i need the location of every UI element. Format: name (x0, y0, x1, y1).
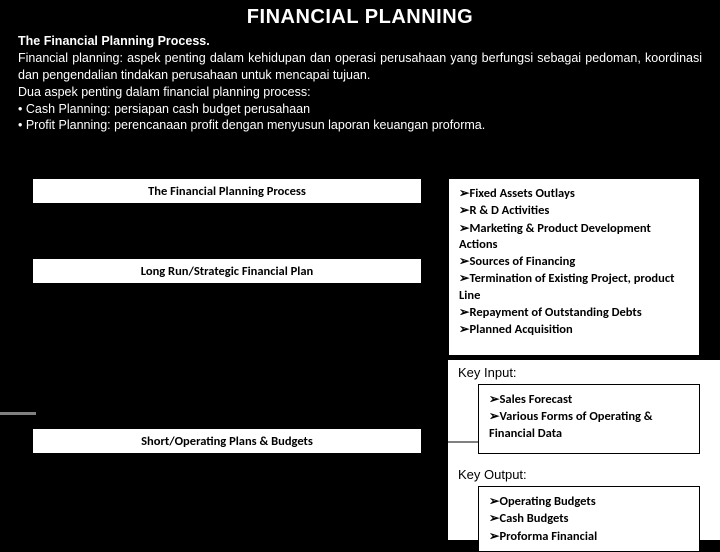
longrun-item-2: ➢Marketing & Product Development Actions (459, 220, 689, 254)
intro-heading: The Financial Planning Process. (18, 33, 702, 50)
arrow-longrun-to-panel (422, 260, 448, 280)
intro-p1: Financial planning: aspek penting dalam … (18, 50, 702, 84)
output-item-1: ➢Cash Budgets (489, 510, 689, 527)
box-short-label: Short/Operating Plans & Budgets (135, 431, 319, 452)
panel-key-input: ➢Sales Forecast ➢Various Forms of Operat… (478, 384, 700, 454)
longrun-item-4: ➢Termination of Existing Project, produc… (459, 270, 689, 304)
panel-key-output: ➢Operating Budgets ➢Cash Budgets ➢Profor… (478, 486, 700, 552)
panel-longrun-details: ➢Fixed Assets Outlays ➢R & D Activities … (448, 178, 700, 356)
longrun-item-5: ➢Repayment of Outstanding Debts (459, 304, 689, 321)
intro-block: The Financial Planning Process. Financia… (0, 33, 720, 134)
output-item-0: ➢Operating Budgets (489, 493, 689, 510)
longrun-item-6: ➢Planned Acquisition (459, 321, 689, 338)
intro-bullet-1: • Cash Planning: persiapan cash budget p… (18, 101, 702, 118)
box-short: Short/Operating Plans & Budgets (32, 428, 422, 454)
input-item-0: ➢Sales Forecast (489, 391, 689, 408)
arrow-longrun-to-short (210, 284, 230, 428)
box-process-label: The Financial Planning Process (142, 181, 312, 202)
key-output-label: Key Output: (452, 464, 533, 485)
intro-p2: Dua aspek penting dalam financial planni… (18, 84, 702, 101)
input-item-1: ➢Various Forms of Operating & Financial … (489, 408, 689, 442)
key-input-label: Key Input: (452, 362, 523, 383)
output-item-2: ➢Proforma Financial (489, 528, 689, 545)
box-longrun: Long Run/Strategic Financial Plan (32, 258, 422, 284)
intro-bullet-2: • Profit Planning: perencanaan profit de… (18, 117, 702, 134)
gray-divider (0, 412, 36, 415)
longrun-item-0: ➢Fixed Assets Outlays (459, 185, 689, 202)
longrun-item-3: ➢Sources of Financing (459, 253, 689, 270)
box-longrun-label: Long Run/Strategic Financial Plan (135, 261, 319, 282)
arrow-process-to-longrun (150, 204, 170, 258)
box-process: The Financial Planning Process (32, 178, 422, 204)
longrun-item-1: ➢R & D Activities (459, 202, 689, 219)
page-title: FINANCIAL PLANNING (0, 0, 720, 33)
